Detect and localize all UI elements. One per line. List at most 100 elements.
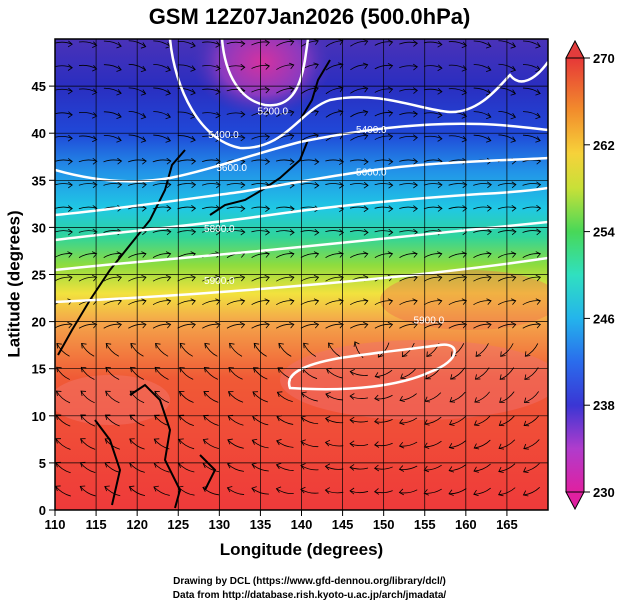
wind-streamline xyxy=(522,276,541,282)
wind-arrowhead xyxy=(374,417,380,425)
wind-streamline xyxy=(78,135,97,140)
wind-arrowhead xyxy=(374,464,380,472)
wind-arrowhead xyxy=(289,228,295,236)
wind-streamline xyxy=(276,64,294,70)
wind-arrowhead xyxy=(288,133,295,140)
wind-streamline xyxy=(473,300,492,306)
wind-streamline xyxy=(300,276,319,282)
wind-arrowhead xyxy=(166,157,172,165)
wind-streamline xyxy=(423,159,443,162)
wind-arrowhead xyxy=(485,112,492,120)
wind-streamline xyxy=(498,63,516,71)
wind-arrowhead xyxy=(289,158,295,165)
wind-streamline xyxy=(448,300,467,306)
wind-streamline xyxy=(203,439,219,449)
wind-arrowhead xyxy=(130,366,136,373)
wind-streamline xyxy=(276,276,294,282)
wind-streamline xyxy=(473,87,492,94)
wind-streamline xyxy=(78,41,97,46)
wind-arrowhead xyxy=(79,485,86,492)
wind-arrowhead xyxy=(486,251,492,258)
wind-streamline xyxy=(202,463,220,473)
wind-arrowhead xyxy=(524,351,531,357)
wind-streamline xyxy=(399,393,417,401)
wind-arrowhead xyxy=(328,342,334,349)
x-tick-label: 165 xyxy=(496,517,518,532)
wind-arrowhead xyxy=(67,64,73,71)
wind-arrowhead xyxy=(413,205,418,212)
wind-arrowhead xyxy=(363,251,369,258)
wind-arrowhead xyxy=(141,298,147,305)
wind-streamline xyxy=(448,135,467,141)
wind-arrowhead xyxy=(92,88,98,96)
wind-arrowhead xyxy=(80,414,86,420)
wind-streamline xyxy=(178,415,194,427)
wind-streamline xyxy=(178,439,195,450)
wind-streamline xyxy=(349,206,369,210)
wind-streamline xyxy=(103,323,122,329)
wind-arrowhead xyxy=(165,251,172,258)
wind-streamline xyxy=(177,135,196,141)
wind-streamline xyxy=(202,88,221,93)
wind-arrowhead xyxy=(80,366,87,373)
wind-streamline xyxy=(448,183,467,186)
wind-streamline xyxy=(425,392,442,402)
wind-streamline xyxy=(228,391,244,403)
wind-streamline xyxy=(349,419,369,423)
wind-arrowhead xyxy=(67,181,73,189)
wind-arrowhead xyxy=(398,441,405,449)
wind-streamline xyxy=(473,463,491,472)
wind-streamline xyxy=(130,343,144,357)
wind-streamline xyxy=(276,464,294,471)
wind-arrowhead xyxy=(461,321,468,329)
wind-arrowhead xyxy=(105,390,111,397)
wind-streamline xyxy=(325,230,344,233)
wind-arrowhead xyxy=(437,181,443,189)
wind-streamline xyxy=(473,487,491,495)
wind-arrowhead xyxy=(412,87,418,94)
wind-arrowhead xyxy=(264,39,270,47)
wind-arrowhead xyxy=(276,391,283,398)
wind-streamline xyxy=(202,487,220,496)
wind-arrowhead xyxy=(387,133,394,141)
wind-streamline xyxy=(350,40,368,47)
wind-streamline xyxy=(300,488,319,494)
wind-arrowhead xyxy=(215,64,221,72)
wind-arrowhead xyxy=(437,111,443,119)
wind-arrowhead xyxy=(252,391,258,397)
wind-streamline xyxy=(155,343,169,357)
wind-streamline xyxy=(350,111,368,118)
wind-streamline xyxy=(448,276,467,282)
wind-arrowhead xyxy=(535,321,542,329)
wind-streamline xyxy=(523,487,540,496)
wind-arrowhead xyxy=(349,369,355,376)
wind-arrowhead xyxy=(129,414,135,421)
wind-streamline xyxy=(423,276,442,282)
wind-streamline xyxy=(498,110,516,118)
x-tick-label: 145 xyxy=(332,517,354,532)
wind-streamline xyxy=(423,112,443,116)
wind-arrowhead xyxy=(190,298,196,305)
wind-arrowhead xyxy=(165,89,171,96)
wind-arrowhead xyxy=(253,342,260,349)
wind-arrowhead xyxy=(140,89,147,96)
wind-streamline xyxy=(423,323,442,329)
wind-arrowhead xyxy=(362,109,369,117)
wind-arrowhead xyxy=(240,63,246,71)
wind-streamline xyxy=(177,183,196,186)
wind-arrowhead xyxy=(67,274,73,282)
wind-arrowhead xyxy=(324,487,330,494)
wind-streamline xyxy=(153,134,171,142)
wind-streamline xyxy=(522,230,541,233)
wind-streamline xyxy=(300,323,319,329)
wind-streamline xyxy=(300,159,319,163)
wind-streamline xyxy=(81,343,95,357)
wind-arrowhead xyxy=(387,298,394,305)
wind-arrowhead xyxy=(289,251,295,258)
wind-arrowhead xyxy=(227,391,234,397)
wind-arrowhead xyxy=(67,251,73,258)
wind-streamline xyxy=(129,391,145,404)
wind-arrowhead xyxy=(67,321,73,329)
wind-streamline xyxy=(153,40,171,47)
wind-arrowhead xyxy=(67,111,73,118)
